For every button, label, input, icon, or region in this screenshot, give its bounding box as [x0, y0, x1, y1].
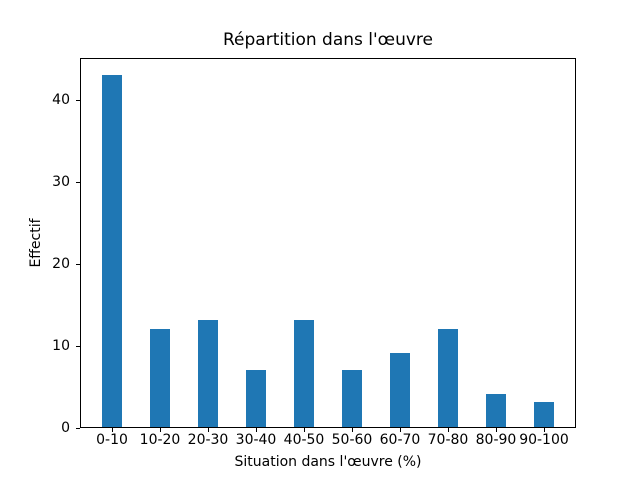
bar-10-20	[150, 328, 170, 427]
y-tick-label: 40	[52, 92, 70, 109]
x-tick-mark	[495, 428, 497, 432]
y-tick-label: 10	[52, 338, 70, 355]
bar-40-50	[294, 320, 314, 427]
x-tick-label: 70-80	[427, 432, 469, 448]
x-tick-mark	[304, 428, 305, 432]
bar-50-60	[342, 369, 362, 427]
y-axis-label: Effectif	[28, 218, 44, 268]
y-tick-label: 20	[52, 256, 70, 273]
x-tick-label: 0-10	[96, 432, 128, 448]
chart-title: Répartition dans l'œuvre	[222, 30, 433, 50]
x-tick-label: 80-90	[475, 432, 517, 448]
bar-20-30	[198, 320, 218, 427]
y-tick-mark	[76, 100, 80, 102]
x-tick-label: 30-40	[235, 432, 277, 448]
y-tick-label: 0	[61, 420, 70, 436]
y-tick-mark	[76, 346, 80, 348]
bar-60-70	[390, 353, 410, 427]
bar-90-100	[534, 402, 554, 427]
x-tick-mark	[256, 428, 257, 432]
x-tick-mark	[399, 428, 401, 432]
bar-80-90	[486, 394, 506, 427]
plot-area	[80, 58, 576, 428]
x-tick-label: 40-50	[283, 432, 325, 448]
x-tick-label: 20-30	[187, 432, 229, 448]
bar-30-40	[246, 369, 266, 427]
x-tick-label: 60-70	[379, 432, 421, 448]
x-tick-label: 10-20	[139, 432, 181, 448]
x-tick-mark	[112, 428, 113, 432]
y-tick-label: 30	[52, 174, 70, 191]
bar-70-80	[438, 328, 458, 427]
x-tick-label: 90-100	[519, 432, 569, 448]
x-tick-mark	[160, 428, 161, 432]
x-tick-mark	[543, 428, 545, 432]
x-tick-label: 50-60	[331, 432, 373, 448]
x-tick-mark	[447, 428, 449, 432]
y-tick-mark	[76, 428, 80, 429]
bar-0-10	[102, 74, 122, 427]
y-tick-mark	[76, 182, 80, 184]
y-tick-mark	[76, 264, 80, 266]
x-tick-mark	[351, 428, 353, 432]
x-tick-mark	[208, 428, 209, 432]
x-axis-label: Situation dans l'œuvre (%)	[234, 454, 422, 470]
